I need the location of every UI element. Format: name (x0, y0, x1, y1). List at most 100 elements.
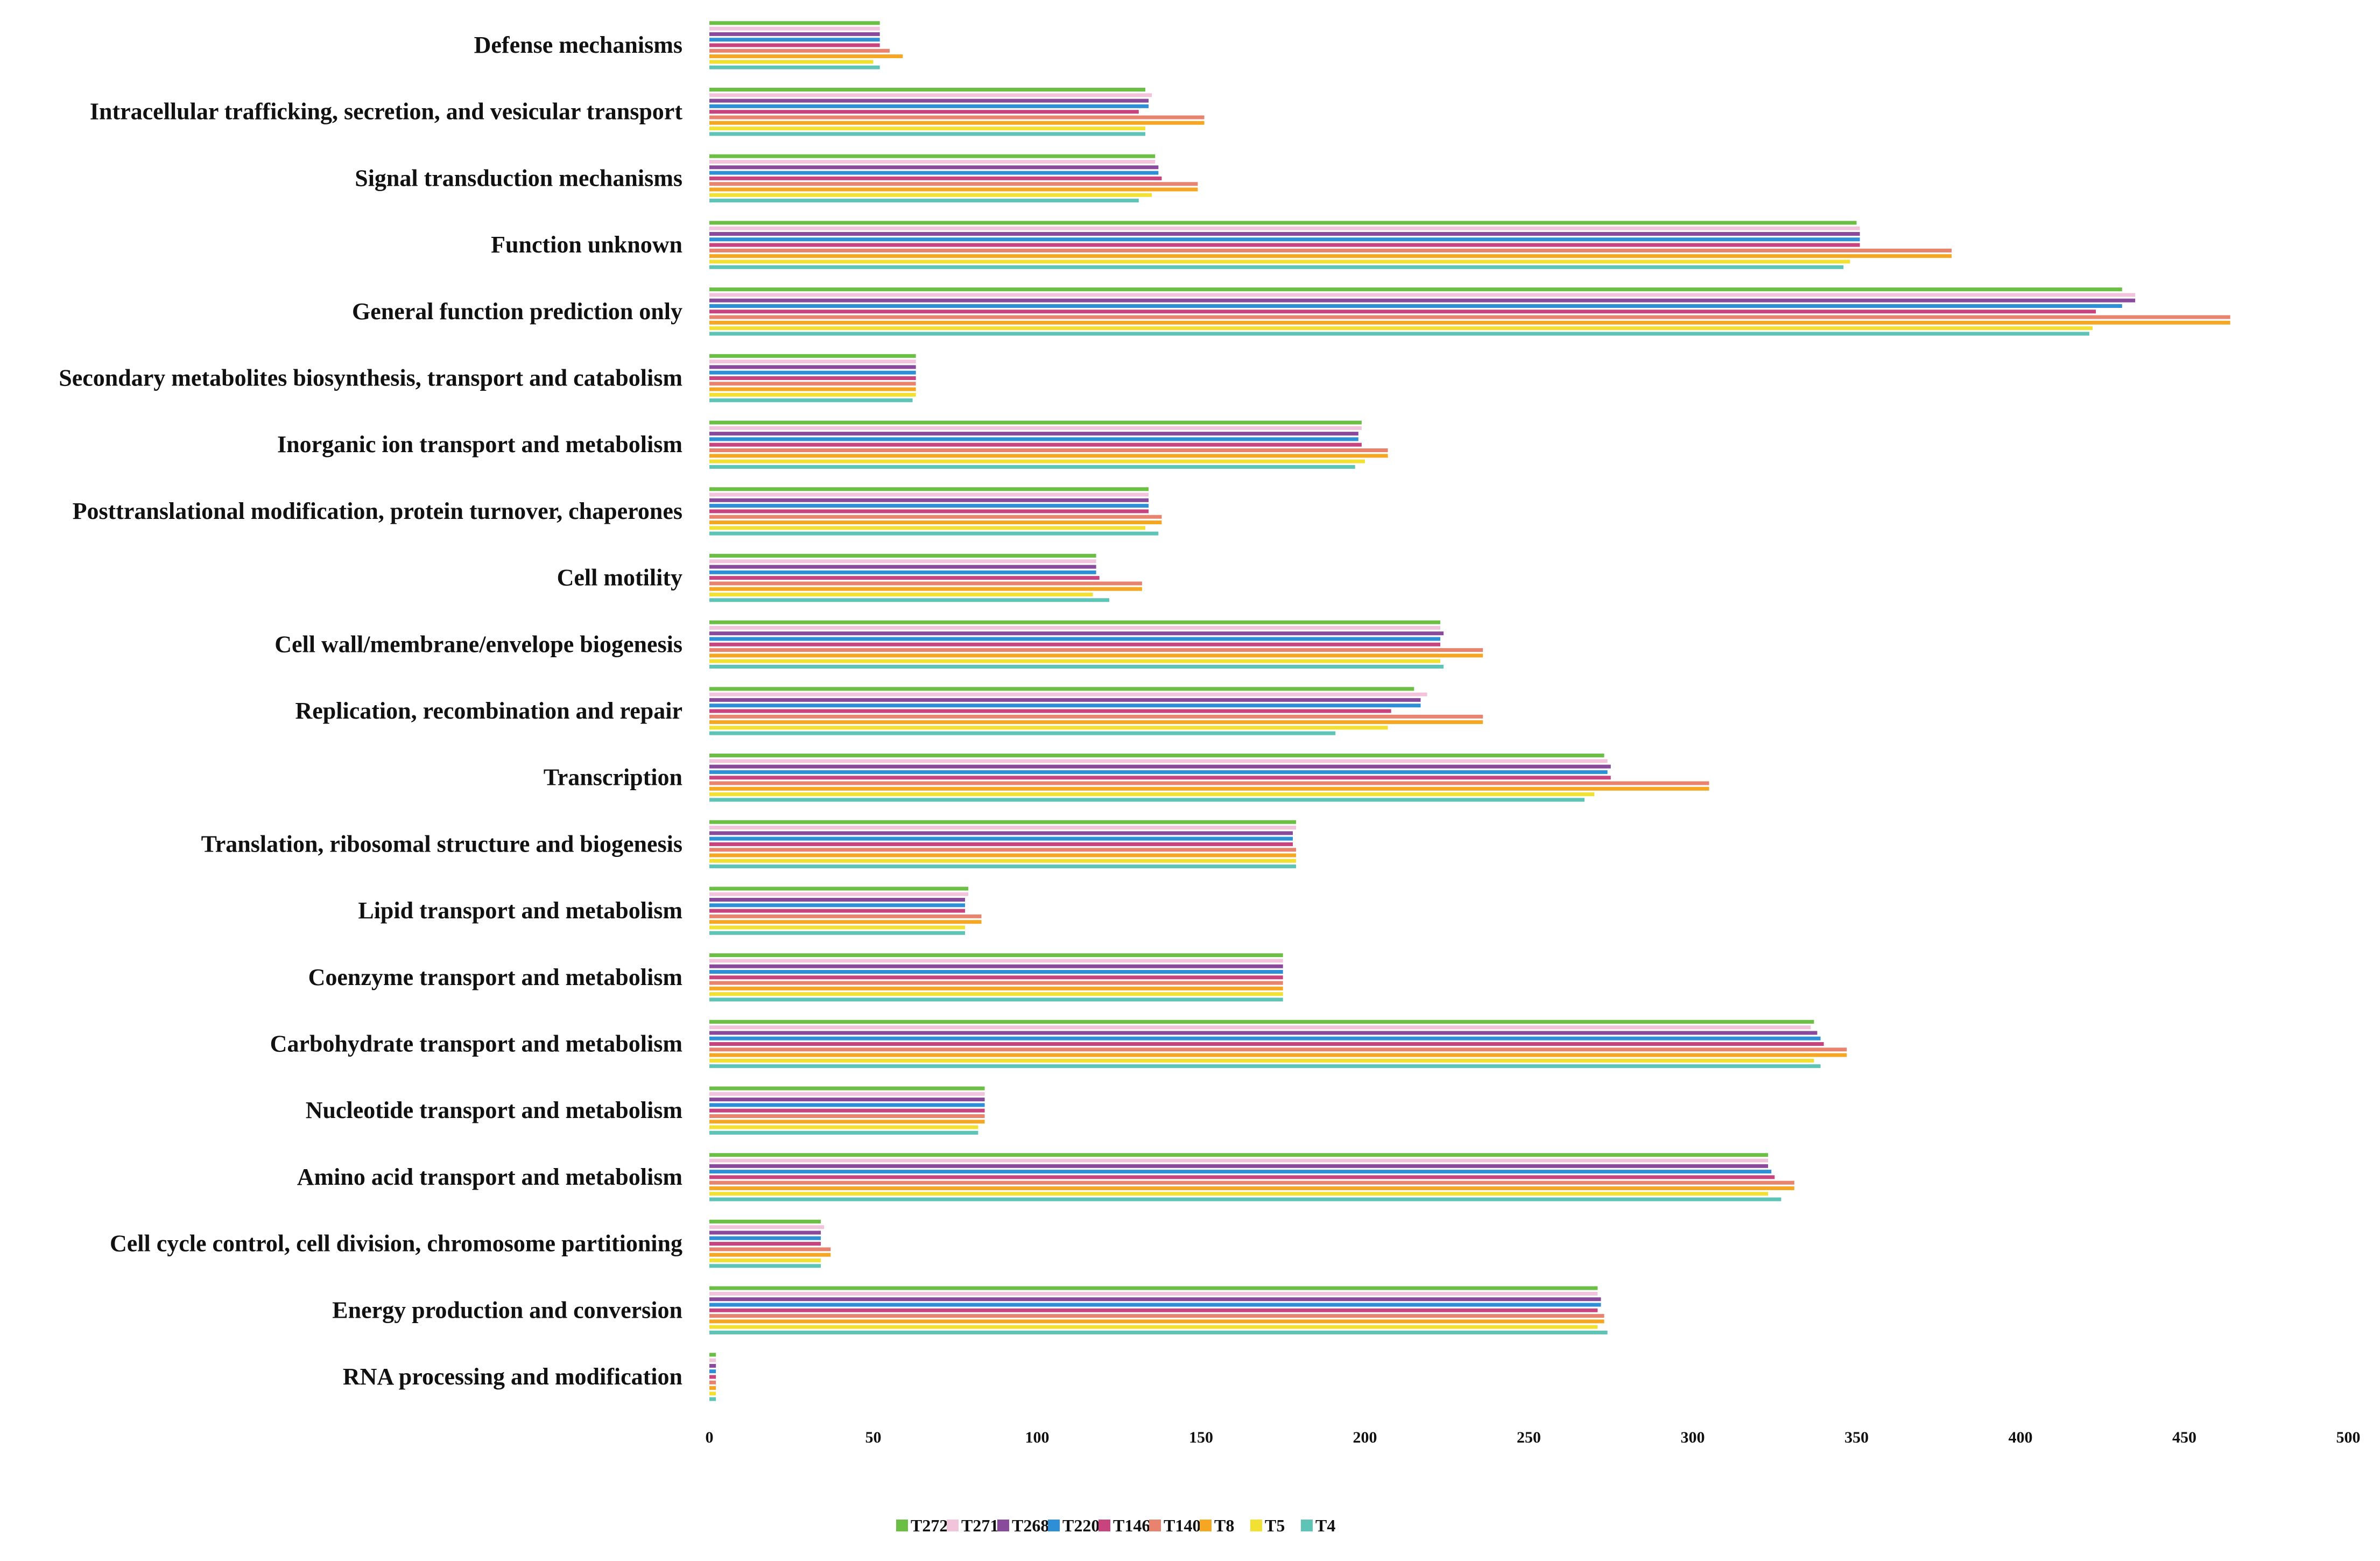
bar-t271-general-function-prediction-only (709, 293, 2136, 297)
bar-t8-nucleotide-transport-and-metabolism (709, 1120, 985, 1124)
bar-t5-function-unknown (709, 259, 1850, 264)
bar-t272-function-unknown (709, 221, 1857, 225)
bar-t220-transcription (709, 770, 1608, 774)
bar-t146-energy-production-and-conversion (709, 1308, 1598, 1312)
bar-t5-replication-recombination-and-repair (709, 726, 1388, 730)
bar-t272-carbohydrate-transport-and-metabolism (709, 1019, 1814, 1024)
bar-t5-coenzyme-transport-and-metabolism (709, 992, 1283, 996)
bar-t271-carbohydrate-transport-and-metabolism (709, 1025, 1811, 1030)
category-label-cell-cycle-control-cell-division-chromosome-partitioning: Cell cycle control, cell division, chrom… (110, 1230, 682, 1257)
category-label-cell-motility: Cell motility (557, 565, 682, 591)
bar-t140-lipid-transport-and-metabolism (709, 914, 982, 918)
bar-t220-function-unknown (709, 237, 1860, 242)
bar-t268-defense-mechanisms (709, 32, 880, 36)
bar-t146-general-function-prediction-only (709, 310, 2096, 314)
bar-t272-coenzyme-transport-and-metabolism (709, 953, 1283, 958)
bar-t5-intracellular-trafficking-secretion-and-vesicular-transport (709, 126, 1145, 131)
category-label-cell-wall-membrane-envelope-biogenesis: Cell wall/membrane/envelope biogenesis (274, 631, 682, 657)
bar-t140-translation-ribosomal-structure-and-biogenesis (709, 848, 1297, 852)
bar-t5-transcription (709, 792, 1595, 797)
category-label-lipid-transport-and-metabolism: Lipid transport and metabolism (358, 897, 682, 924)
legend-swatch-t271 (947, 1520, 959, 1531)
x-tick-label-500: 500 (2336, 1429, 2361, 1446)
bar-t146-transcription (709, 776, 1611, 780)
x-tick-label-200: 200 (1353, 1429, 1377, 1446)
bar-t271-rna-processing-and-modification (709, 1358, 716, 1362)
bar-t220-cell-cycle-control-cell-division-chromosome-partitioning (709, 1236, 821, 1240)
bar-t140-transcription (709, 781, 1709, 785)
bar-t272-cell-motility (709, 553, 1096, 558)
bar-t268-posttranslational-modification-protein-turnover-chaperones (709, 498, 1149, 502)
legend-swatch-t8 (1200, 1520, 1212, 1531)
bar-t8-cell-motility (709, 587, 1142, 591)
bar-t220-amino-acid-transport-and-metabolism (709, 1170, 1772, 1174)
bar-t5-secondary-metabolites-biosynthesis-transport-and-catabolism (709, 392, 916, 397)
bar-t4-general-function-prediction-only (709, 332, 2089, 336)
legend-label-t272: T272 (911, 1516, 948, 1535)
bar-t220-cell-motility (709, 570, 1096, 574)
legend-swatch-t4 (1301, 1520, 1313, 1531)
legend-swatch-t268 (997, 1520, 1009, 1531)
bar-t140-carbohydrate-transport-and-metabolism (709, 1047, 1847, 1052)
bar-t272-amino-acid-transport-and-metabolism (709, 1153, 1769, 1157)
bar-t5-cell-wall-membrane-envelope-biogenesis (709, 659, 1441, 663)
bar-t272-nucleotide-transport-and-metabolism (709, 1086, 985, 1091)
bar-t140-replication-recombination-and-repair (709, 714, 1483, 719)
bar-t272-posttranslational-modification-protein-turnover-chaperones (709, 487, 1149, 491)
bar-t4-signal-transduction-mechanisms (709, 199, 1139, 203)
bar-t8-cell-wall-membrane-envelope-biogenesis (709, 653, 1483, 658)
bar-t272-replication-recombination-and-repair (709, 687, 1414, 691)
bar-t146-signal-transduction-mechanisms (709, 176, 1162, 180)
bar-t220-defense-mechanisms (709, 38, 880, 42)
bar-t140-coenzyme-transport-and-metabolism (709, 981, 1283, 985)
bar-t271-nucleotide-transport-and-metabolism (709, 1092, 985, 1096)
bar-t268-cell-motility (709, 565, 1096, 569)
bar-t8-energy-production-and-conversion (709, 1319, 1604, 1324)
bar-t8-cell-cycle-control-cell-division-chromosome-partitioning (709, 1253, 831, 1257)
category-label-nucleotide-transport-and-metabolism: Nucleotide transport and metabolism (306, 1097, 682, 1123)
bar-t268-translation-ribosomal-structure-and-biogenesis (709, 831, 1293, 835)
bar-t4-posttranslational-modification-protein-turnover-chaperones (709, 531, 1159, 536)
bar-t4-rna-processing-and-modification (709, 1397, 716, 1401)
bar-t268-general-function-prediction-only (709, 298, 2136, 303)
bar-t272-transcription (709, 754, 1604, 757)
x-tick-label-350: 350 (1844, 1429, 1869, 1446)
bar-t140-defense-mechanisms (709, 48, 890, 53)
bar-t8-secondary-metabolites-biosynthesis-transport-and-catabolism (709, 387, 916, 391)
bar-t4-carbohydrate-transport-and-metabolism (709, 1064, 1821, 1068)
bar-t146-replication-recombination-and-repair (709, 709, 1391, 713)
bars-layer (709, 21, 2230, 1401)
bar-t271-posttranslational-modification-protein-turnover-chaperones (709, 493, 1149, 497)
x-tick-label-150: 150 (1189, 1429, 1213, 1446)
legend-label-t146: T146 (1113, 1516, 1150, 1535)
bar-t4-cell-wall-membrane-envelope-biogenesis (709, 665, 1444, 669)
category-label-translation-ribosomal-structure-and-biogenesis: Translation, ribosomal structure and bio… (201, 831, 682, 857)
bar-t271-cell-wall-membrane-envelope-biogenesis (709, 625, 1441, 630)
bar-t4-nucleotide-transport-and-metabolism (709, 1130, 978, 1135)
bar-t8-transcription (709, 786, 1709, 791)
bar-t5-carbohydrate-transport-and-metabolism (709, 1058, 1814, 1063)
category-label-transcription: Transcription (544, 764, 682, 791)
category-label-coenzyme-transport-and-metabolism: Coenzyme transport and metabolism (308, 964, 682, 990)
bar-t146-cell-cycle-control-cell-division-chromosome-partitioning (709, 1242, 821, 1246)
bar-t271-secondary-metabolites-biosynthesis-transport-and-catabolism (709, 360, 916, 364)
bar-t140-secondary-metabolites-biosynthesis-transport-and-catabolism (709, 382, 916, 386)
bar-t140-rna-processing-and-modification (709, 1380, 716, 1384)
bar-t268-coenzyme-transport-and-metabolism (709, 964, 1283, 968)
category-label-amino-acid-transport-and-metabolism: Amino acid transport and metabolism (297, 1164, 682, 1190)
bar-t146-nucleotide-transport-and-metabolism (709, 1108, 985, 1113)
bar-t5-defense-mechanisms (709, 60, 874, 64)
bar-t272-energy-production-and-conversion (709, 1286, 1598, 1290)
bar-t271-amino-acid-transport-and-metabolism (709, 1158, 1769, 1163)
bar-t8-translation-ribosomal-structure-and-biogenesis (709, 853, 1297, 857)
bar-t268-intracellular-trafficking-secretion-and-vesicular-transport (709, 99, 1149, 103)
bar-t220-signal-transduction-mechanisms (709, 171, 1159, 175)
category-label-secondary-metabolites-biosynthesis-transport-and-catabolism: Secondary metabolites biosynthesis, tran… (59, 365, 682, 391)
bar-t5-cell-motility (709, 593, 1093, 596)
bar-t272-cell-cycle-control-cell-division-chromosome-partitioning (709, 1219, 821, 1224)
bar-t220-translation-ribosomal-structure-and-biogenesis (709, 836, 1293, 841)
bar-t220-cell-wall-membrane-envelope-biogenesis (709, 637, 1441, 641)
bar-t271-defense-mechanisms (709, 26, 880, 31)
bar-t146-inorganic-ion-transport-and-metabolism (709, 442, 1362, 447)
bar-t272-intracellular-trafficking-secretion-and-vesicular-transport (709, 88, 1145, 92)
